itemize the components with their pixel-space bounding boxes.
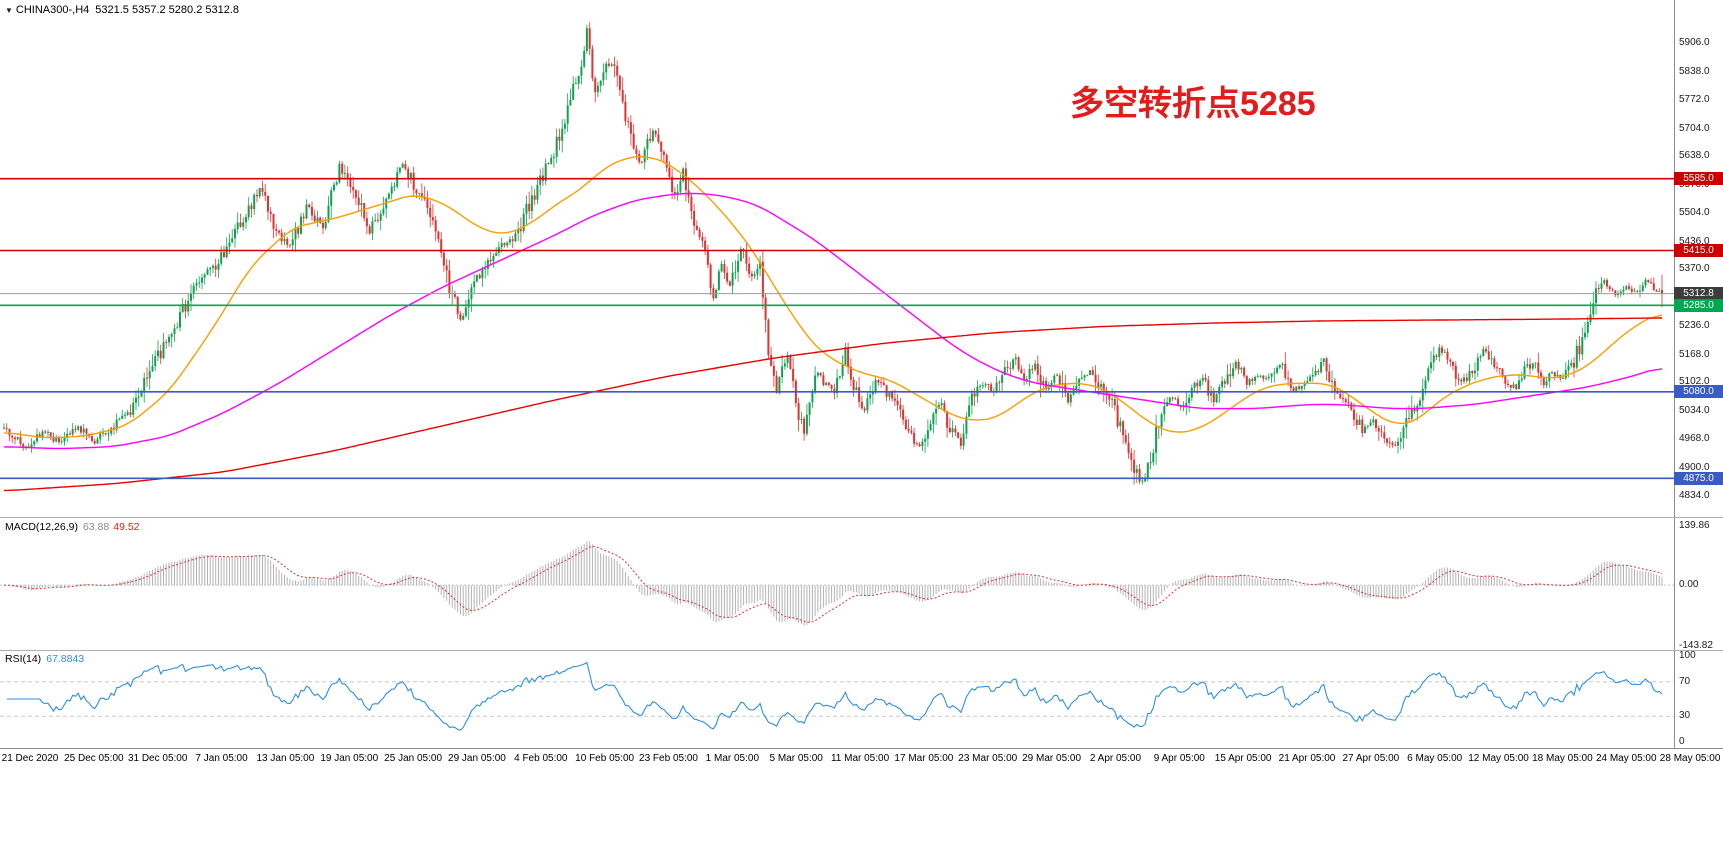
price-tag-5585.0: 5585.0 xyxy=(1674,172,1723,186)
chart-canvas[interactable] xyxy=(0,0,1723,770)
time-axis-label: 12 May 05:00 xyxy=(1468,753,1529,764)
axis-separator-line xyxy=(1674,0,1675,748)
macd-axis-label: 139.86 xyxy=(1679,520,1710,531)
time-axis-label: 27 Apr 05:00 xyxy=(1342,753,1400,764)
time-axis-label: 28 May 05:00 xyxy=(1659,753,1721,764)
time-axis-label: 10 Feb 05:00 xyxy=(575,753,635,764)
time-axis-label: 29 Jan 05:00 xyxy=(448,753,506,764)
macd-signal-line xyxy=(4,545,1663,623)
rsi-axis-label: 0 xyxy=(1679,736,1685,747)
time-axis-label: 17 Mar 05:00 xyxy=(894,753,954,764)
chart-title: ▼ CHINA300-,H4 5321.5 5357.2 5280.2 5312.8 xyxy=(5,4,239,16)
time-axis-label: 21 Apr 05:00 xyxy=(1278,753,1336,764)
time-axis-label: 31 Dec 05:00 xyxy=(127,753,188,764)
annotation-text: 多空转折点5285 xyxy=(1070,85,1316,123)
macd-indicator-label: MACD(12,26,9) 63.88 49.52 xyxy=(5,521,140,533)
price-axis-label: 5772.0 xyxy=(1679,93,1710,105)
time-axis-label: 9 Apr 05:00 xyxy=(1153,753,1205,764)
time-axis-label: 4 Feb 05:00 xyxy=(514,753,568,764)
panel-splitter-macd[interactable] xyxy=(0,517,1723,518)
time-axis-label: 29 Mar 05:00 xyxy=(1022,753,1082,764)
macd-axis-label: -143.82 xyxy=(1679,640,1713,651)
rsi-axis-label: 100 xyxy=(1679,650,1696,661)
time-axis-label: 15 Apr 05:00 xyxy=(1214,753,1272,764)
time-axis-label: 23 Mar 05:00 xyxy=(958,753,1018,764)
time-axis-label: 7 Jan 05:00 xyxy=(195,753,248,764)
price-axis-label: 5102.0 xyxy=(1679,376,1710,388)
macd-name: MACD(12,26,9) xyxy=(5,521,78,533)
rsi-axis-label: 30 xyxy=(1679,710,1691,722)
price-tag-5312.8: 5312.8 xyxy=(1674,287,1723,301)
ohlc-values: 5321.5 5357.2 5280.2 5312.8 xyxy=(95,4,240,16)
time-axis-label: 21 Dec 2020 xyxy=(1,753,59,764)
rsi-name: RSI(14) xyxy=(5,653,42,665)
price-axis-label: 4834.0 xyxy=(1679,489,1710,501)
ma-mid-magenta-line xyxy=(4,192,1663,450)
price-tag-5285.0: 5285.0 xyxy=(1674,298,1723,312)
price-axis-label: 5504.0 xyxy=(1679,206,1710,218)
price-axis-label: 5168.0 xyxy=(1679,348,1710,360)
price-tag-5080.0: 5080.0 xyxy=(1674,385,1723,399)
macd-signal-value: 49.52 xyxy=(113,521,140,533)
time-axis-label: 5 Mar 05:00 xyxy=(769,753,823,764)
time-axis-label: 1 Mar 05:00 xyxy=(705,753,760,764)
macd-histogram xyxy=(6,541,1663,626)
rsi-value: 67.8843 xyxy=(46,653,85,665)
symbol-timeframe-label: CHINA300-,H4 xyxy=(15,4,90,16)
price-tag-5415.0: 5415.0 xyxy=(1674,243,1723,257)
rsi-indicator-label: RSI(14) 67.8843 xyxy=(5,653,84,665)
price-axis-label: 5034.0 xyxy=(1679,405,1710,417)
macd-scale[interactable]: 139.86 0.00 -143.82 xyxy=(1676,519,1723,651)
macd-axis-label: 0.00 xyxy=(1679,579,1699,591)
price-axis-label: 5638.0 xyxy=(1679,150,1710,162)
time-axis-label: 23 Feb 05:00 xyxy=(639,753,698,764)
time-axis[interactable]: 21 Dec 2020 25 Dec 05:00 31 Dec 05:00 7 Jan… xyxy=(0,748,1723,771)
time-axis-label: 11 Mar 05:00 xyxy=(830,753,890,764)
price-axis-label: 5838.0 xyxy=(1679,66,1710,77)
ma-slow-red-line xyxy=(3,317,1662,492)
price-axis-label: 4968.0 xyxy=(1679,433,1710,445)
time-axis-label: 18 May 05:00 xyxy=(1532,753,1593,764)
price-axis-label: 5370.0 xyxy=(1679,263,1710,275)
time-axis-label: 24 May 05:00 xyxy=(1595,753,1657,764)
price-axis-label: 5236.0 xyxy=(1679,319,1710,331)
price-axis-label: 5436.0 xyxy=(1679,235,1710,247)
rsi-scale[interactable]: 100 70 30 0 xyxy=(1676,650,1723,747)
price-tags-column: 5585.0 5415.0 5312.8 5285.0 5080.0 4875.0 xyxy=(1674,0,1723,770)
time-axis-label: 2 Apr 05:00 xyxy=(1089,753,1142,764)
price-axis-label: 5704.0 xyxy=(1679,122,1710,134)
price-scale[interactable]: 5906.05838.05772.05704.05638.05570.05504… xyxy=(1676,0,1723,517)
rsi-line xyxy=(6,661,1663,731)
time-axis-label: 19 Jan 05:00 xyxy=(320,753,379,764)
ma-fast-orange-line xyxy=(3,155,1663,439)
rsi-axis-label: 70 xyxy=(1679,675,1691,687)
time-axis-label: 25 Jan 05:00 xyxy=(384,753,443,764)
price-tag-4875.0: 4875.0 xyxy=(1674,471,1723,485)
macd-main-value: 63.88 xyxy=(82,521,110,533)
price-axis-label: 4900.0 xyxy=(1679,461,1710,473)
time-axis-label: 6 May 05:00 xyxy=(1407,753,1463,764)
panel-splitter-rsi[interactable] xyxy=(0,650,1723,651)
time-axis-label: 13 Jan 05:00 xyxy=(256,753,315,764)
symbol-dropdown-icon[interactable]: ▼ xyxy=(5,6,13,15)
price-axis-label: 5906.0 xyxy=(1679,37,1710,49)
time-axis-label: 25 Dec 05:00 xyxy=(64,753,124,764)
